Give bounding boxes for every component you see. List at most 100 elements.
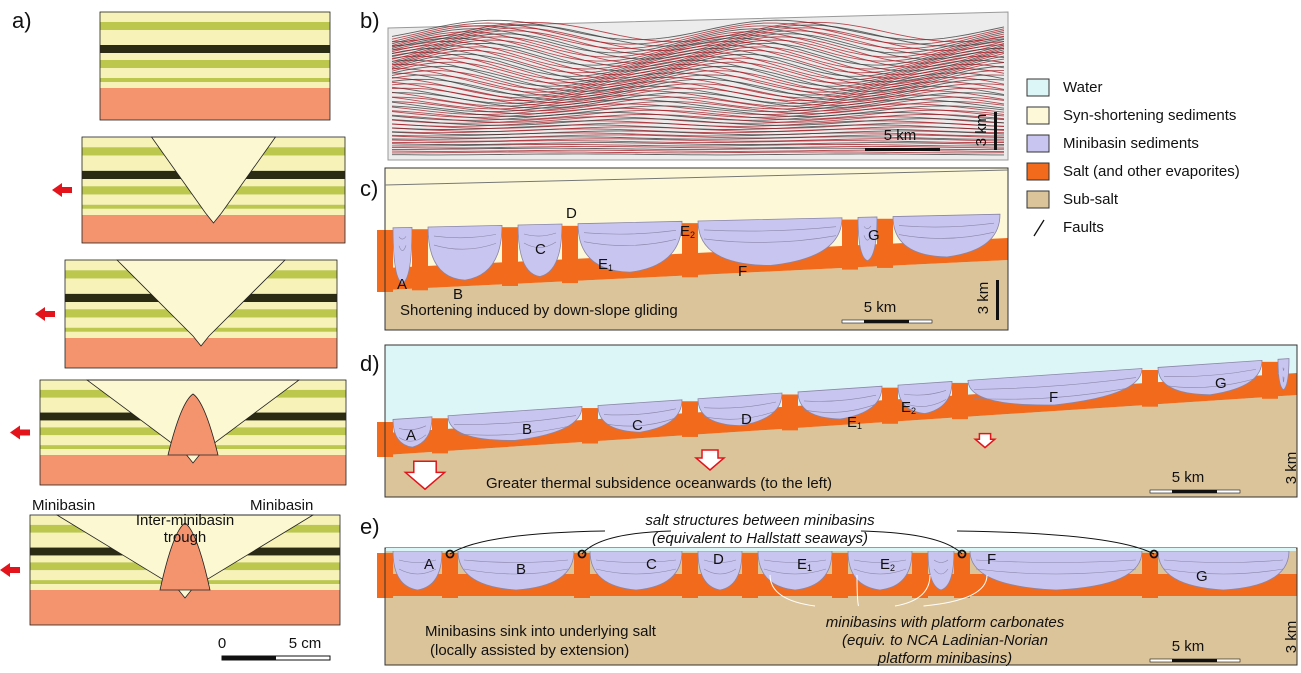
minibasin-label: F [1049,389,1058,406]
minibasin-label: D [741,411,752,428]
salt-diapir [742,553,758,598]
minibasin-label: C [646,556,657,573]
salt-diapir [562,226,578,283]
legend-swatch [1027,191,1049,208]
minibasin-label: G [1196,568,1208,585]
salt-diapir [952,383,968,419]
minibasin-letter: F [987,551,996,568]
scale-label: 5 km [1172,469,1205,486]
minibasin-letter: A [406,427,416,444]
sediment-layer [100,30,330,45]
minibasin-letter: B [453,286,463,303]
scale-label: 3 km [975,282,992,315]
panel-label: d) [360,351,380,376]
scale-label: 5 km [884,127,917,144]
minibasin-label: B [453,286,463,303]
annotation: Minibasin [32,497,95,514]
sediment-layer [100,78,330,82]
panel-label: a) [12,8,32,33]
minibasin-label: C [632,417,643,434]
salt-diapir [1262,362,1278,399]
minibasin-label: A [397,276,407,293]
salt-diapir [682,553,698,598]
legend-swatch [1027,135,1049,152]
salt-diapir [442,553,458,598]
scale-label: 3 km [1283,452,1300,485]
minibasin-subscript: 2 [890,563,895,573]
legend-swatch [1027,107,1049,124]
water [386,548,1296,551]
minibasin-letter: D [741,411,752,428]
legend-label: Syn-shortening sediments [1063,107,1236,124]
minibasin-letter: E [901,399,911,416]
scale-label: 5 cm [289,635,322,652]
minibasin-label: A [424,556,434,573]
shortening-arrow [0,563,20,577]
legend-label: Sub-salt [1063,191,1119,208]
salt-layer [100,88,330,120]
annotation: Inter-minibasin [136,512,234,529]
minibasin-letter: B [516,561,526,578]
minibasin-letter: E [880,556,890,573]
scale-bar [1172,659,1217,662]
panel-label: b) [360,8,380,33]
legend-label: Faults [1063,219,1104,236]
sediment-layer [100,60,330,68]
minibasin-letter: G [1196,568,1208,585]
annotation: platform minibasins) [877,650,1012,667]
annotation: (equivalent to Hallstatt seaways) [652,530,868,547]
sediment-layer [100,53,330,60]
caption: (locally assisted by extension) [430,642,629,659]
scale-bar [865,148,940,151]
minibasin-letter: D [713,551,724,568]
minibasin-letter: E [680,223,690,240]
minibasin-letter: E [797,556,807,573]
salt-diapir [574,553,590,598]
minibasin-label: F [987,551,996,568]
minibasin-subscript: 2 [690,230,695,240]
minibasin-letter: G [1215,375,1227,392]
legend-label: Salt (and other evaporites) [1063,163,1240,180]
salt-diapir [502,227,518,286]
minibasin-letter: C [535,241,546,258]
minibasin-label: C [535,241,546,258]
sediment-layer [100,12,330,22]
caption: Minibasins sink into underlying salt [425,623,657,640]
sediment-layer [100,45,330,53]
minibasin-subscript: 2 [911,406,916,416]
salt-diapir [832,553,848,598]
sediment-layer [100,68,330,78]
scale-label: 5 km [864,299,897,316]
minibasin-letter: B [522,421,532,438]
scale-label: 5 km [1172,638,1205,655]
sediment-layer [100,82,330,88]
legend-label: Water [1063,79,1102,96]
annotation: Minibasin [250,497,313,514]
minibasin-letter: E [598,256,608,273]
legend-fault-symbol [1034,220,1044,236]
annotation: minibasins with platform carbonates [826,614,1065,631]
minibasin-subscript: 1 [807,563,812,573]
scale-bar [222,656,276,660]
panel-label: e) [360,514,380,539]
salt-diapir [882,388,898,424]
salt-diapir [412,229,428,290]
sediment-layer [100,22,330,30]
scale-bar [1172,490,1217,493]
shortening-arrow [52,183,72,197]
salt-diapir [582,408,598,443]
minibasin-label: D [566,205,577,222]
salt-diapir [682,401,698,437]
caption: Shortening induced by down-slope gliding [400,302,678,319]
salt-diapir [1142,370,1158,407]
minibasin-label: G [868,227,880,244]
minibasin-letter: D [566,205,577,222]
scale-bar [996,280,999,320]
minibasin-letter: F [1049,389,1058,406]
shortening-arrow [35,307,55,321]
salt-diapir [1142,553,1158,598]
legend-swatch [1027,163,1049,180]
salt-diapir [432,418,448,453]
salt-diapir [842,220,858,270]
scale-bar [864,320,909,323]
